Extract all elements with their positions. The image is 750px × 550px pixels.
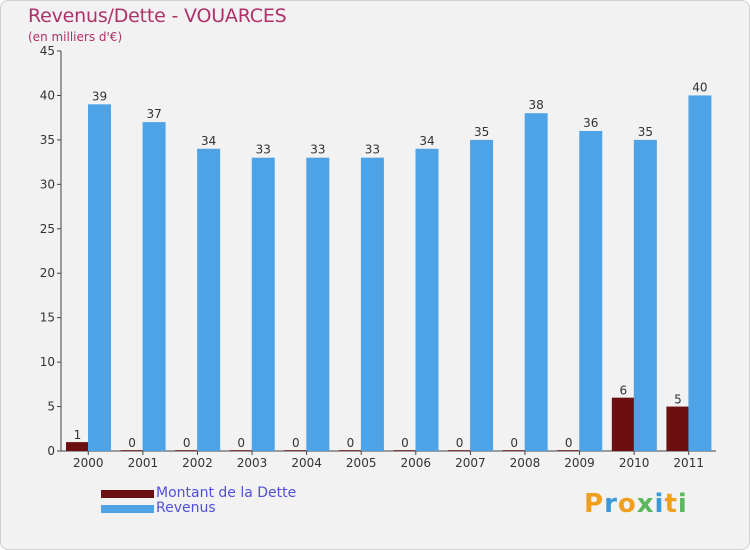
data-label-revenus: 34: [201, 134, 216, 148]
proxiti-logo: Proxiti: [584, 489, 688, 519]
data-label-dette: 0: [347, 436, 355, 450]
x-tick-label: 2005: [346, 456, 377, 470]
bar-dette: [502, 450, 526, 451]
bar-revenus: [579, 131, 603, 451]
y-tick-label: 30: [40, 177, 55, 191]
legend-swatch-dette: [101, 490, 154, 498]
data-label-dette: 0: [401, 436, 409, 450]
data-label-revenus: 35: [638, 125, 653, 139]
legend-label-dette: Montant de la Dette: [156, 485, 297, 501]
data-label-revenus: 38: [529, 98, 544, 112]
data-label-revenus: 36: [583, 116, 598, 130]
y-tick-label: 45: [40, 44, 55, 58]
bar-dette: [120, 450, 144, 451]
y-tick-label: 15: [40, 311, 55, 325]
data-label-dette: 6: [620, 384, 628, 398]
bar-revenus: [197, 148, 221, 451]
data-label-dette: 0: [237, 436, 245, 450]
bar-revenus: [88, 104, 111, 451]
bar-revenus: [306, 157, 330, 451]
legend-label-revenus: Revenus: [156, 500, 216, 516]
logo-letter: i: [677, 489, 688, 519]
y-tick-label: 35: [40, 133, 55, 147]
bar-dette: [284, 450, 308, 451]
bar-revenus: [688, 95, 712, 451]
x-tick-label: 2007: [455, 456, 486, 470]
x-tick-label: 2008: [510, 456, 541, 470]
data-label-revenus: 33: [256, 143, 271, 157]
x-tick-label: 2000: [73, 456, 104, 470]
bar-dette: [611, 397, 635, 451]
x-tick-label: 2004: [291, 456, 322, 470]
y-tick-label: 10: [40, 355, 55, 369]
bar-revenus: [470, 139, 494, 451]
data-label-revenus: 37: [146, 107, 161, 121]
data-label-dette: 0: [510, 436, 518, 450]
logo-letter: r: [604, 489, 618, 519]
bar-dette: [229, 450, 253, 451]
data-label-dette: 1: [74, 428, 82, 442]
data-label-revenus: 33: [365, 143, 380, 157]
bar-chart: 0 5 10 15 20 25 30 35 40 45 1 39 2000 0 37 2001 0 34 2002 0…: [40, 44, 716, 470]
data-label-revenus: 40: [692, 80, 707, 94]
chart-title: Revenus/Dette - VOUARCES: [28, 5, 287, 27]
x-tick-label: 2003: [237, 456, 268, 470]
data-label-dette: 0: [292, 436, 300, 450]
x-tick-label: 2010: [619, 456, 650, 470]
bar-dette: [175, 450, 199, 451]
y-tick-label: 25: [40, 222, 55, 236]
x-tick-label: 2009: [564, 456, 595, 470]
x-tick-label: 2002: [182, 456, 213, 470]
bar-revenus: [415, 148, 439, 451]
y-tick-label: 5: [47, 400, 55, 414]
logo-letter: t: [664, 489, 678, 519]
data-label-revenus: 39: [92, 89, 107, 103]
data-label-dette: 0: [128, 436, 136, 450]
data-label-dette: 0: [183, 436, 191, 450]
chart-subtitle: (en milliers d'€): [28, 30, 123, 44]
x-tick-label: 2011: [673, 456, 704, 470]
data-label-revenus: 34: [419, 134, 434, 148]
bar-dette: [557, 450, 581, 451]
bar-dette: [338, 450, 362, 451]
data-label-revenus: 35: [474, 125, 489, 139]
data-label-dette: 0: [565, 436, 573, 450]
bar-revenus: [524, 113, 548, 451]
x-tick-label: 2001: [128, 456, 159, 470]
bar-dette: [448, 450, 472, 451]
data-label-dette: 0: [456, 436, 464, 450]
logo-letter: o: [617, 489, 637, 519]
y-tick-label: 0: [47, 444, 55, 458]
bar-dette: [393, 450, 417, 451]
bar-revenus: [633, 139, 657, 451]
bar-dette: [66, 442, 89, 451]
bar-revenus: [142, 122, 166, 451]
y-tick-label: 20: [40, 266, 55, 280]
logo-letter: P: [584, 489, 605, 519]
bar-revenus: [360, 157, 384, 451]
logo-letter: x: [636, 489, 655, 519]
data-label-dette: 5: [674, 393, 682, 407]
data-label-revenus: 33: [310, 143, 325, 157]
y-tick-label: 40: [40, 88, 55, 102]
bar-revenus: [251, 157, 275, 451]
x-tick-label: 2006: [401, 456, 432, 470]
logo-letter: i: [654, 489, 665, 519]
bar-dette: [666, 406, 690, 451]
legend-swatch-revenus: [101, 505, 154, 513]
